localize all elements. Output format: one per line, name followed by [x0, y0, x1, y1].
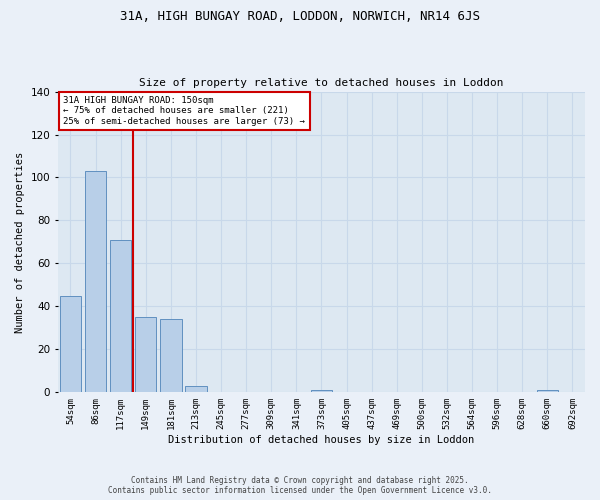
Bar	[311, 390, 332, 392]
Bar	[536, 390, 558, 392]
Bar	[85, 171, 106, 392]
Title: Size of property relative to detached houses in Loddon: Size of property relative to detached ho…	[139, 78, 504, 88]
Text: 31A, HIGH BUNGAY ROAD, LODDON, NORWICH, NR14 6JS: 31A, HIGH BUNGAY ROAD, LODDON, NORWICH, …	[120, 10, 480, 23]
Bar	[160, 320, 182, 392]
Bar	[185, 386, 206, 392]
Text: 31A HIGH BUNGAY ROAD: 150sqm
← 75% of detached houses are smaller (221)
25% of s: 31A HIGH BUNGAY ROAD: 150sqm ← 75% of de…	[63, 96, 305, 126]
Bar	[135, 317, 157, 392]
Y-axis label: Number of detached properties: Number of detached properties	[15, 152, 25, 332]
X-axis label: Distribution of detached houses by size in Loddon: Distribution of detached houses by size …	[169, 435, 475, 445]
Text: Contains HM Land Registry data © Crown copyright and database right 2025.
Contai: Contains HM Land Registry data © Crown c…	[108, 476, 492, 495]
Bar	[110, 240, 131, 392]
Bar	[60, 296, 81, 392]
